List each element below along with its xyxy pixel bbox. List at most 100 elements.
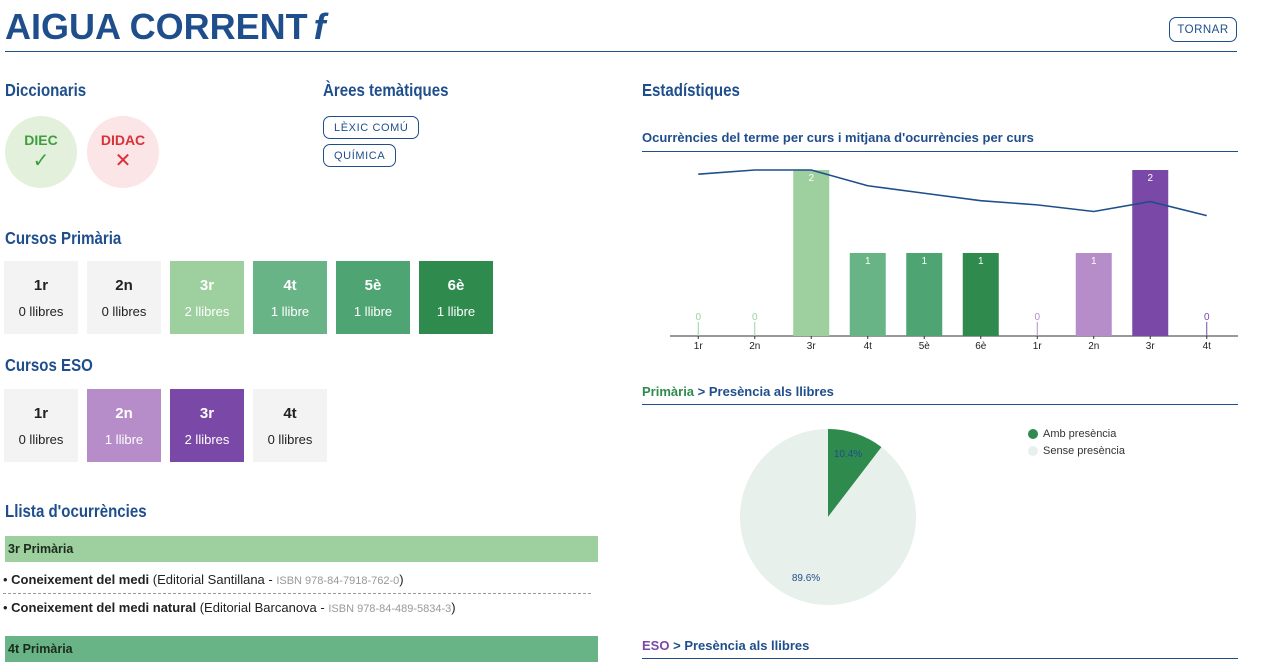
course-name: 5è: [364, 276, 382, 294]
area-tag-lexic-comu[interactable]: LÈXIC COMÚ: [323, 116, 420, 139]
book-isbn: ISBN 978-84-489-5834-3: [328, 603, 452, 615]
course-name: 1r: [33, 276, 49, 294]
bar-6è: [962, 253, 999, 336]
pie-value-label: 89.6%: [792, 573, 820, 584]
course-tile-primaria-5[interactable]: 5è 1 llibre: [336, 261, 410, 334]
bar-3r: [1132, 170, 1169, 336]
pie-slice-with: [828, 429, 882, 517]
areas-heading: Àrees temàtiques: [323, 80, 449, 100]
bar-chart: 0 1r 0 2n 2 3r 1 4t 1 5è 1 6è 0 1r 1 2n 2 3r 0 4t: [670, 169, 1238, 352]
occurrence-group-header: 4t Primària: [5, 636, 598, 662]
course-book-count: 1 llibre: [353, 303, 393, 319]
bar-value-label: 1: [978, 256, 984, 267]
pie-title-prefix: ESO: [642, 638, 670, 653]
dictionaries-heading: Diccionaris: [5, 80, 87, 100]
x-tick-label: 5è: [919, 341, 931, 352]
legend-item-without[interactable]: Sense presència: [1028, 445, 1125, 457]
book-subject: Coneixement del medi: [11, 572, 150, 587]
page-title: AIGUA CORRENT f: [5, 6, 326, 48]
chevron-right-icon: >: [697, 384, 706, 399]
occurrence-list-item[interactable]: • Coneixement del medi (Editorial Santil…: [3, 572, 591, 594]
dictionary-name: DIEC: [24, 132, 58, 148]
course-tile-primaria-2[interactable]: 2n 0 llibres: [87, 261, 161, 334]
dictionary-name: DIDAC: [100, 132, 146, 148]
course-tile-eso-1[interactable]: 1r 0 llibres: [4, 389, 78, 462]
pie-slice-without: [740, 429, 916, 605]
course-book-count: 1 llibre: [436, 303, 476, 319]
primaria-courses-heading: Cursos Primària: [5, 228, 122, 248]
book-close: ): [451, 600, 456, 615]
course-tile-eso-3[interactable]: 3r 2 llibres: [170, 389, 244, 462]
bar-value-label: 1: [921, 256, 927, 267]
bar-value-label: 1: [1091, 256, 1097, 267]
bar-value-label: 2: [1147, 173, 1153, 184]
course-name: 3r: [199, 276, 215, 294]
bar-value-label: 0: [752, 312, 758, 323]
course-name: 6è: [447, 276, 465, 294]
pie-title-label: Presència als llibres: [708, 384, 834, 399]
back-button[interactable]: TORNAR: [1169, 17, 1237, 42]
course-book-count: 0 llibres: [101, 303, 147, 319]
course-name: 3r: [199, 404, 215, 422]
occurrence-list-item[interactable]: • Coneixement del medi natural (Editoria…: [3, 600, 456, 615]
bar-value-label: 0: [695, 312, 701, 323]
course-tile-primaria-4[interactable]: 4t 1 llibre: [253, 261, 327, 334]
book-publisher: (Editorial Barcanova -: [196, 600, 329, 615]
x-tick-label: 1r: [1033, 341, 1043, 352]
pie-title-prefix: Primària: [642, 384, 695, 399]
course-tile-primaria-1[interactable]: 1r 0 llibres: [4, 261, 78, 334]
course-tile-eso-2[interactable]: 2n 1 llibre: [87, 389, 161, 462]
course-name: 4t: [283, 276, 297, 294]
bar-chart-divider: [642, 151, 1238, 152]
course-book-count: 2 llibres: [184, 431, 230, 447]
legend-item-with[interactable]: Amb presència: [1028, 428, 1116, 440]
x-tick-label: 4t: [864, 341, 873, 352]
book-close: ): [399, 572, 404, 587]
course-name: 2n: [115, 276, 133, 294]
course-tile-primaria-6[interactable]: 6è 1 llibre: [419, 261, 493, 334]
cross-icon: ✕: [114, 150, 132, 172]
legend-dot: [1028, 429, 1038, 439]
eso-pie-title: ESO > Presència als llibres: [642, 638, 809, 653]
x-tick-label: 1r: [694, 341, 704, 352]
course-name: 2n: [115, 404, 133, 422]
bar-3r: [793, 170, 830, 336]
course-book-count: 1 llibre: [104, 431, 144, 447]
bar-4t: [849, 253, 886, 336]
area-tag-quimica[interactable]: QUÍMICA: [323, 144, 397, 167]
course-tile-eso-4[interactable]: 4t 0 llibres: [253, 389, 327, 462]
bar-5è: [906, 253, 943, 336]
x-tick-label: 2n: [749, 341, 760, 352]
bar-value-label: 0: [1204, 312, 1210, 323]
course-book-count: 1 llibre: [270, 303, 310, 319]
pie-value-label: 10.4%: [834, 449, 862, 460]
occurrences-heading: Llista d'ocurrències: [5, 501, 147, 521]
x-tick-label: 2n: [1088, 341, 1099, 352]
x-tick-label: 6è: [975, 341, 987, 352]
pie-chart: 10.4% 89.6%: [740, 429, 916, 605]
average-line: [698, 169, 1207, 217]
dictionary-didac-badge: DIDAC ✕: [87, 116, 159, 188]
eso-courses-heading: Cursos ESO: [5, 355, 93, 375]
check-icon: ✓: [32, 150, 50, 172]
stats-heading: Estadístiques: [642, 80, 740, 100]
book-subject: Coneixement del medi natural: [11, 600, 197, 615]
bar-value-label: 2: [808, 173, 814, 184]
x-tick-label: 4t: [1203, 341, 1212, 352]
chevron-right-icon: >: [673, 638, 681, 653]
bar-chart-title: Ocurrències del terme per curs i mitjana…: [642, 130, 1034, 145]
x-tick-label: 3r: [1146, 341, 1156, 352]
x-tick-label: 3r: [807, 341, 817, 352]
eso-pie-divider: [642, 658, 1238, 659]
course-book-count: 0 llibres: [18, 303, 64, 319]
bar-value-label: 1: [865, 256, 871, 267]
term-gender: f: [313, 6, 326, 47]
course-tile-primaria-3[interactable]: 3r 2 llibres: [170, 261, 244, 334]
pie-chart-divider: [642, 404, 1238, 405]
pie-title-label: Presència als llibres: [684, 638, 810, 653]
bar-2n: [1075, 253, 1112, 336]
course-book-count: 0 llibres: [267, 431, 313, 447]
course-name: 4t: [283, 404, 297, 422]
legend-dot: [1028, 446, 1038, 456]
primaria-pie-title: Primària > Presència als llibres: [642, 384, 834, 399]
